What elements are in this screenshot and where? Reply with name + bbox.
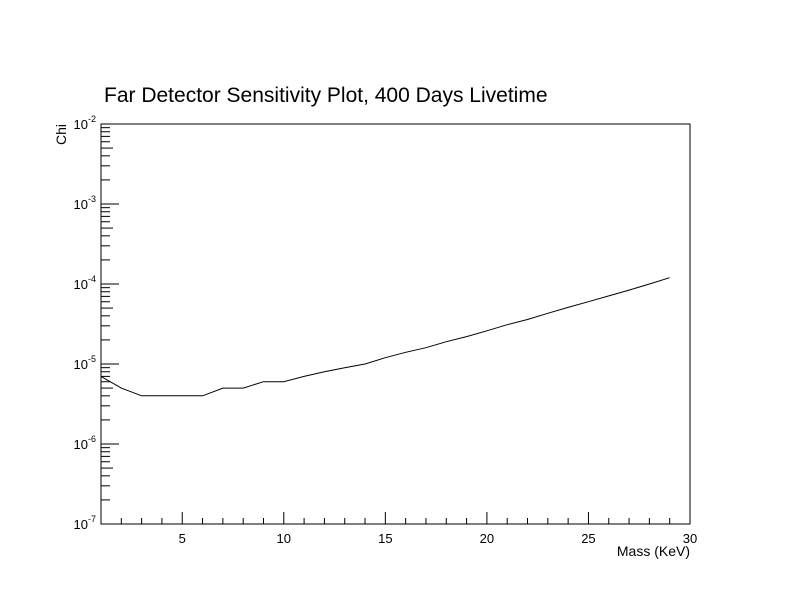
x-tick-label: 5	[179, 531, 186, 546]
x-axis-title: Mass (KeV)	[617, 543, 690, 559]
x-tick-label: 30	[683, 531, 697, 546]
y-tick-label: 10-2	[74, 114, 96, 132]
y-tick-label: 10-5	[74, 354, 96, 372]
y-tick-label: 10-7	[74, 514, 96, 532]
x-tick-label: 15	[378, 531, 392, 546]
x-tick-label: 10	[277, 531, 291, 546]
plot-frame	[100, 123, 691, 525]
y-tick-label: 10-6	[74, 434, 96, 452]
chart-title: Far Detector Sensitivity Plot, 400 Days …	[104, 84, 548, 107]
y-axis: 10-7 10-6 10-5 10-4 10-3 10-2	[74, 114, 119, 532]
x-axis: 5 10 15 20 25 30	[100, 512, 697, 546]
x-tick-label: 20	[480, 531, 494, 546]
series-layer	[100, 277, 670, 397]
y-tick-label: 10-4	[74, 274, 96, 292]
series-line	[100, 277, 670, 397]
y-axis-title: Chi	[53, 124, 69, 145]
y-tick-label: 10-3	[74, 194, 96, 212]
x-tick-label: 25	[581, 531, 595, 546]
